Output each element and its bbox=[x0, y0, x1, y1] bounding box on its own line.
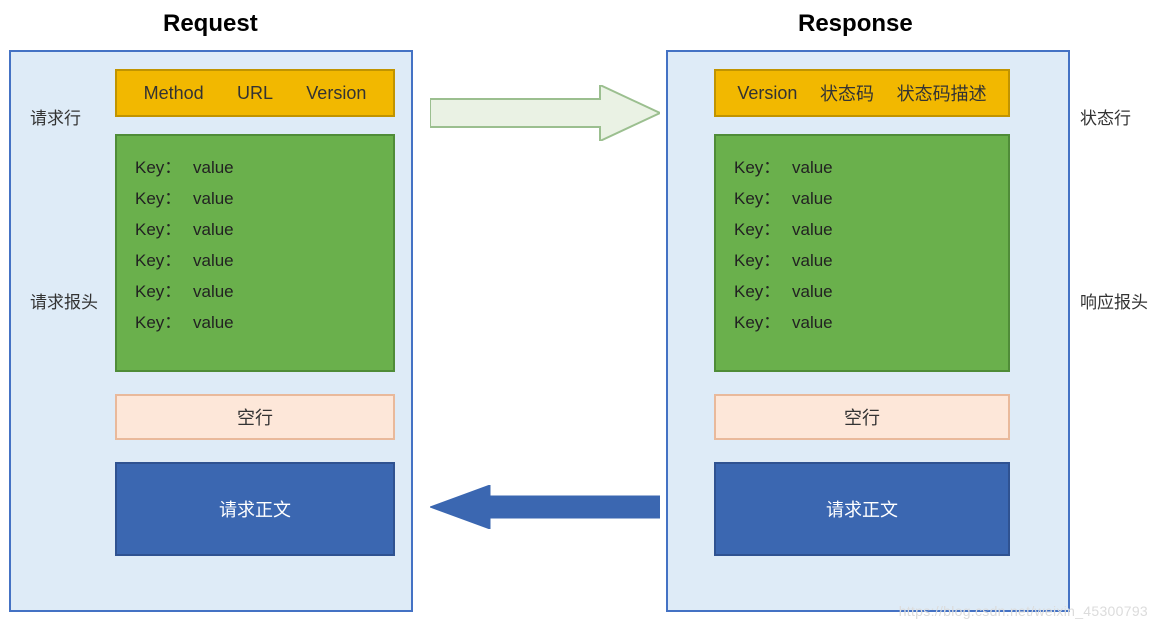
request-firstline-part: Version bbox=[306, 83, 366, 104]
empty-line-label: 空行 bbox=[237, 404, 273, 430]
response-headers-label: 响应报头 bbox=[1080, 288, 1148, 313]
arrow-left-icon bbox=[430, 485, 660, 529]
request-body-label: 请求正文 bbox=[219, 496, 291, 522]
response-line-label: 状态行 bbox=[1080, 104, 1131, 129]
response-title: Response bbox=[798, 10, 913, 38]
response-first-line: Version 状态码 状态码描述 bbox=[714, 69, 1010, 117]
header-row: Key：value bbox=[734, 308, 833, 333]
arrow-right-icon bbox=[430, 85, 660, 141]
request-headers-label: 请求报头 bbox=[30, 288, 98, 313]
header-row: Key：value bbox=[734, 215, 833, 240]
empty-line-label: 空行 bbox=[844, 404, 880, 430]
request-firstline-part: Method bbox=[144, 83, 204, 104]
watermark: https://blog.csdn.net/weixin_45300793 bbox=[899, 603, 1148, 619]
header-row: Key：value bbox=[135, 277, 234, 302]
request-firstline-part: URL bbox=[237, 83, 273, 104]
request-empty-line: 空行 bbox=[115, 394, 395, 440]
header-row: Key：value bbox=[135, 246, 234, 271]
request-body: 请求正文 bbox=[115, 462, 395, 556]
response-firstline-part: 状态码 bbox=[820, 80, 874, 106]
request-line-label: 请求行 bbox=[30, 104, 81, 129]
request-headers: Key：value Key：value Key：value Key：value … bbox=[115, 134, 395, 372]
request-panel: Method URL Version Key：value Key：value K… bbox=[9, 50, 413, 612]
request-title: Request bbox=[163, 10, 258, 38]
response-body-label: 请求正文 bbox=[826, 496, 898, 522]
header-row: Key：value bbox=[734, 246, 833, 271]
header-row: Key：value bbox=[734, 184, 833, 209]
response-body: 请求正文 bbox=[714, 462, 1010, 556]
request-first-line: Method URL Version bbox=[115, 69, 395, 117]
header-row: Key：value bbox=[135, 153, 234, 178]
header-row: Key：value bbox=[135, 308, 234, 333]
header-row: Key：value bbox=[135, 215, 234, 240]
header-row: Key：value bbox=[734, 277, 833, 302]
response-headers: Key：value Key：value Key：value Key：value … bbox=[714, 134, 1010, 372]
response-firstline-part: Version bbox=[737, 83, 797, 104]
response-firstline-part: 状态码描述 bbox=[897, 80, 987, 106]
response-panel: Version 状态码 状态码描述 Key：value Key：value Ke… bbox=[666, 50, 1070, 612]
header-row: Key：value bbox=[734, 153, 833, 178]
response-empty-line: 空行 bbox=[714, 394, 1010, 440]
header-row: Key：value bbox=[135, 184, 234, 209]
